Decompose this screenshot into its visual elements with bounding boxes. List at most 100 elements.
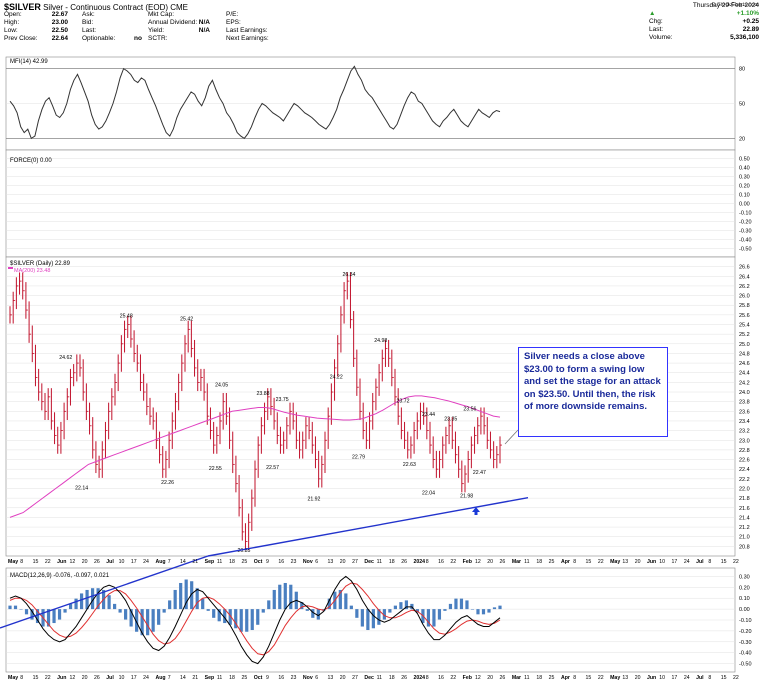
x-tick-label: Jul xyxy=(696,559,704,565)
macd-histogram-bar xyxy=(426,609,431,627)
x-tick-label: 12 xyxy=(69,559,75,565)
price-tick-label: 24.6 xyxy=(739,361,750,367)
price-annotation: 23.35 xyxy=(444,416,457,422)
stat-label: Last: xyxy=(649,26,664,33)
stat-row: Optionable: no xyxy=(82,35,142,43)
stat-row: Last: 22.89 xyxy=(649,26,759,34)
force-tick-label: -0.30 xyxy=(739,229,752,235)
stat-label: Low: xyxy=(4,27,18,34)
macd-histogram-bar xyxy=(90,588,95,610)
macd-histogram-bar xyxy=(344,593,348,610)
x-tick-label: 16 xyxy=(438,559,444,565)
x-tick-label: 15 xyxy=(586,675,592,681)
price-annotation: 22.79 xyxy=(352,454,365,460)
price-tick-label: 25.8 xyxy=(739,303,750,309)
x-tick-label: Aug xyxy=(155,675,165,681)
stats-left: Open: 22.67 High: 23.00 Low: 22.50 Prev Close:… xyxy=(4,11,68,43)
x-tick-label: 8 xyxy=(20,559,23,565)
x-tick-label: 20 xyxy=(635,675,641,681)
stat-value: N/A xyxy=(198,19,210,26)
macd-histogram-bar xyxy=(377,609,381,625)
price-tick-label: 21.0 xyxy=(739,535,750,541)
x-tick-label: 18 xyxy=(229,559,235,565)
stat-row: High: 23.00 xyxy=(4,19,68,27)
stat-label: Bid: xyxy=(82,19,94,26)
macd-histogram-bar xyxy=(217,609,221,622)
macd-histogram-bar xyxy=(443,609,447,611)
macd-tick-label: 0.00 xyxy=(739,607,750,613)
macd-histogram-bar xyxy=(79,593,84,610)
macd-histogram-bar xyxy=(399,602,403,610)
macd-histogram-bar xyxy=(261,609,265,613)
price-annotation: 24.98 xyxy=(374,338,387,344)
x-tick-label: 26 xyxy=(401,559,407,565)
macd-histogram-bar xyxy=(68,603,73,610)
x-tick-label: 7 xyxy=(168,559,171,565)
stat-label: Mkt Cap: xyxy=(148,11,175,18)
macd-histogram-bar xyxy=(305,609,309,611)
x-tick-label: 15 xyxy=(33,559,39,565)
stat-label: Chg: xyxy=(649,18,663,25)
price-tick-label: 24.4 xyxy=(739,371,750,377)
price-annotation: 25.42 xyxy=(180,317,193,323)
stat-row: Volume: 5,336,100 xyxy=(649,34,759,42)
x-tick-label: 24 xyxy=(143,559,149,565)
stat-row: SCTR: xyxy=(148,35,210,43)
macd-histogram-bar xyxy=(256,609,260,625)
x-tick-label: 17 xyxy=(131,675,137,681)
stat-label: Last Earnings: xyxy=(226,27,268,34)
price-tick-label: 22.0 xyxy=(739,486,750,492)
x-tick-label: May xyxy=(8,675,18,681)
macd-histogram-bar xyxy=(432,609,436,627)
x-tick-label: 8 xyxy=(708,559,711,565)
x-tick-label: Jul xyxy=(106,675,114,681)
macd-histogram-bar xyxy=(195,588,199,610)
macd-histogram-bar xyxy=(157,609,161,625)
x-tick-label: 2024 xyxy=(414,559,426,565)
stat-value: no xyxy=(134,35,142,42)
stat-value: 22.50 xyxy=(51,27,68,34)
macd-histogram-bar xyxy=(107,595,111,610)
x-tick-label: May xyxy=(610,559,620,565)
stat-label: Annual Dividend: xyxy=(148,19,198,26)
macd-histogram-bar xyxy=(338,589,342,610)
x-tick-label: 9 xyxy=(266,675,269,681)
x-tick-label: 16 xyxy=(438,675,444,681)
price-tick-label: 23.2 xyxy=(739,429,750,435)
macd-histogram-bar xyxy=(8,605,12,610)
stat-value: +0.25 xyxy=(742,18,759,25)
x-tick-label: 13 xyxy=(327,559,333,565)
trendline-support-extension xyxy=(0,555,209,629)
price-annotation: 22.26 xyxy=(161,480,174,486)
x-tick-label: 20 xyxy=(82,559,88,565)
credit: © StockCharts.com xyxy=(711,2,759,8)
macd-histogram-bar xyxy=(184,579,188,610)
price-tick-label: 26.2 xyxy=(739,284,750,290)
x-tick-label: 22 xyxy=(598,675,604,681)
macd-histogram-bar xyxy=(63,609,67,613)
force-tick-label: 0.40 xyxy=(739,166,750,172)
x-tick-label: 13 xyxy=(622,559,628,565)
macd-histogram-bar xyxy=(140,609,144,636)
ma-legend-label: MA(200) 23.48 xyxy=(14,268,50,274)
x-tick-label: 15 xyxy=(721,675,727,681)
x-tick-label: 27 xyxy=(352,559,358,565)
macd-title: MACD(12,26,9) -0.076, -0.097, 0.021 xyxy=(10,573,110,579)
macd-histogram-bar xyxy=(30,609,34,620)
price-tick-label: 20.8 xyxy=(739,544,750,550)
macd-histogram-bar xyxy=(349,605,353,610)
macd-histogram-bar xyxy=(448,603,453,610)
mfi-tick-label: 80 xyxy=(739,67,745,73)
macd-histogram-bar xyxy=(113,603,117,610)
x-tick-label: Feb xyxy=(463,675,472,681)
macd-histogram-bar xyxy=(470,609,475,610)
macd-histogram-bar xyxy=(57,609,62,620)
x-tick-label: 26 xyxy=(500,559,506,565)
macd-histogram-bar xyxy=(245,609,249,632)
chart-header: $SILVER Silver - Continuous Contract (EO… xyxy=(0,0,765,56)
macd-tick-label: 0.30 xyxy=(739,574,750,580)
macd-histogram-bar xyxy=(228,609,232,625)
macd-histogram-bar xyxy=(487,609,491,613)
x-tick-label: 18 xyxy=(389,675,395,681)
macd-histogram-bar xyxy=(13,605,18,610)
